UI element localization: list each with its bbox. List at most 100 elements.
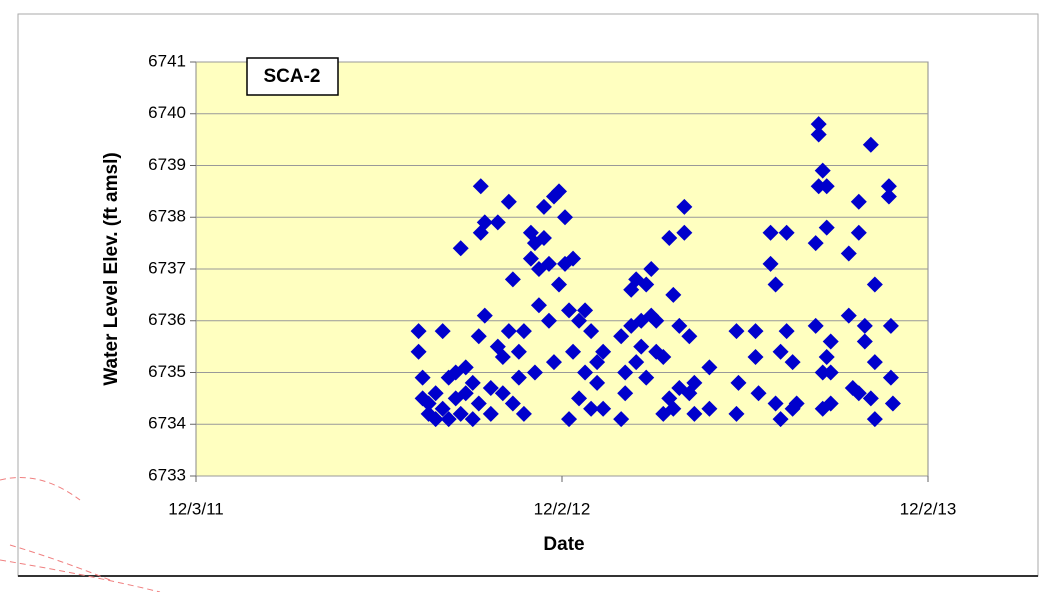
point: [633, 338, 650, 355]
point: [814, 364, 831, 381]
point: [818, 178, 835, 195]
chart-title: SCA-2: [263, 66, 320, 87]
point: [856, 333, 873, 350]
point: [686, 374, 703, 391]
point: [550, 183, 567, 200]
point: [470, 328, 487, 345]
point: [818, 219, 835, 236]
point: [472, 178, 489, 195]
point: [535, 198, 552, 215]
point: [470, 395, 487, 412]
point: [420, 395, 437, 412]
point: [882, 317, 899, 334]
point: [500, 323, 517, 340]
point: [643, 261, 660, 277]
point: [583, 400, 600, 417]
point: [866, 411, 883, 428]
point: [526, 364, 543, 381]
point: [494, 348, 511, 365]
point: [434, 323, 451, 340]
point: [840, 307, 857, 324]
point: [434, 400, 451, 417]
point: [561, 302, 578, 319]
y-tick-label: 6735: [148, 362, 186, 381]
point: [595, 343, 612, 360]
x-tick-label: 12/2/12: [534, 499, 591, 518]
point: [880, 188, 897, 205]
point: [866, 276, 883, 293]
x-axis-label: Date: [543, 534, 584, 555]
point: [583, 323, 600, 340]
point: [427, 385, 444, 402]
point: [457, 359, 474, 376]
point: [784, 354, 801, 371]
point: [750, 385, 767, 402]
point: [676, 198, 693, 215]
point: [500, 193, 517, 210]
point: [510, 343, 527, 360]
point: [638, 369, 655, 386]
point: [638, 276, 655, 293]
point: [772, 343, 789, 360]
point: [482, 405, 499, 422]
x-tick-label: 12/2/13: [900, 499, 957, 518]
point: [810, 178, 827, 195]
y-axis-label: Water Level Elev. (ft amsl): [101, 152, 122, 385]
point: [778, 323, 795, 340]
y-tick-label: 6741: [148, 51, 186, 70]
point: [747, 348, 764, 365]
point: [482, 380, 499, 397]
point: [648, 312, 665, 329]
point: [850, 193, 867, 210]
point: [589, 374, 606, 391]
y-tick-label: 6737: [148, 258, 186, 277]
point: [427, 411, 444, 428]
point: [862, 136, 879, 153]
point: [494, 385, 511, 402]
point: [882, 369, 899, 386]
point: [884, 395, 901, 412]
point: [840, 245, 857, 262]
point: [522, 250, 539, 267]
point: [535, 229, 552, 246]
point: [504, 271, 521, 288]
point: [822, 333, 839, 350]
point: [810, 116, 827, 133]
point: [410, 343, 427, 360]
point: [571, 312, 588, 329]
point: [807, 317, 824, 334]
point: [728, 323, 745, 340]
point: [561, 411, 578, 428]
point: [464, 374, 481, 391]
point: [540, 312, 557, 329]
point: [613, 411, 630, 428]
point: [880, 178, 897, 195]
point: [778, 224, 795, 241]
point: [671, 317, 688, 334]
point: [814, 162, 831, 179]
title-box: [246, 57, 339, 96]
y-tick-label: 6740: [148, 103, 186, 122]
point: [613, 328, 630, 345]
y-tick-label: 6738: [148, 207, 186, 226]
point: [577, 302, 594, 319]
point: [665, 400, 682, 417]
point: [540, 255, 557, 272]
point: [414, 369, 431, 386]
point: [850, 385, 867, 402]
x-tick-label: 12/3/11: [168, 499, 223, 518]
point: [589, 354, 606, 371]
point: [515, 323, 532, 340]
y-tick-label: 6736: [148, 310, 186, 329]
point: [571, 390, 588, 407]
point: [565, 250, 582, 267]
point: [822, 395, 839, 412]
decoration: [0, 477, 161, 592]
point: [628, 354, 645, 371]
point: [476, 307, 493, 324]
point: [577, 364, 594, 381]
point: [730, 374, 747, 391]
point: [530, 297, 547, 314]
point: [489, 214, 506, 231]
